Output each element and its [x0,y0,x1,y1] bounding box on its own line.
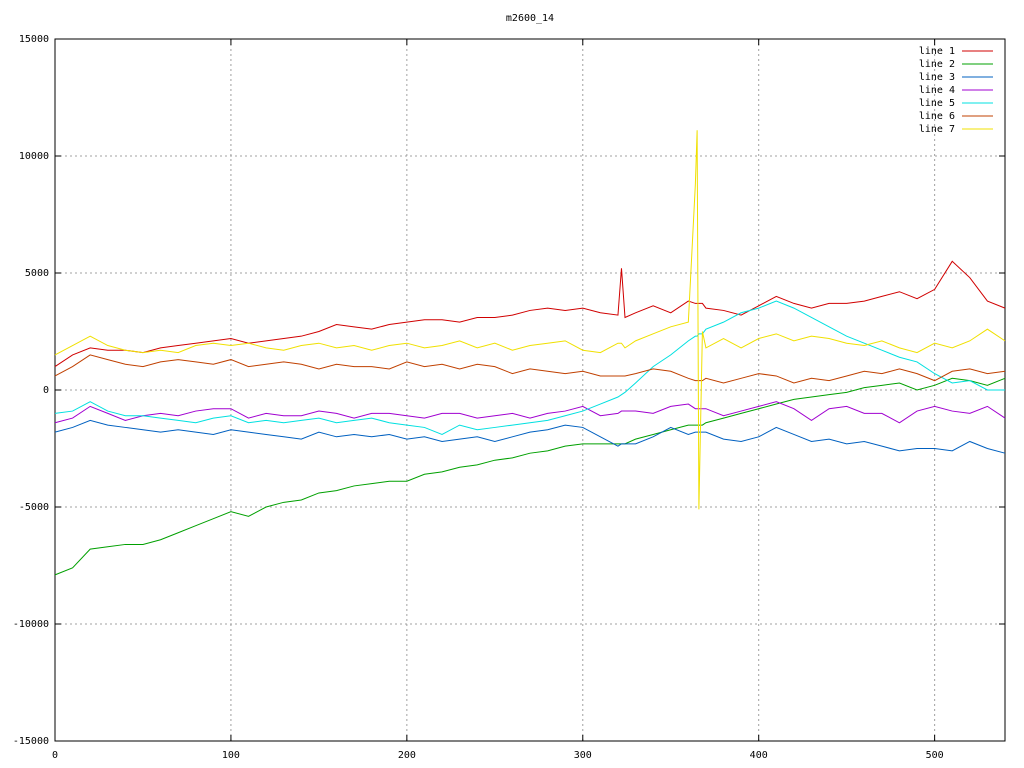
legend-label: line 6 [919,111,955,122]
legend-label: line 7 [919,124,955,135]
chart-title: m2600_14 [506,13,554,24]
y-tick-label: 5000 [25,268,49,279]
legend-label: line 3 [919,72,955,83]
y-tick-label: -5000 [19,502,49,513]
y-tick-label: 10000 [19,151,49,162]
data-line [54,300,1005,436]
x-tick-label: 0 [52,750,58,761]
y-tick-label: -15000 [13,736,49,747]
x-tick-label: 200 [398,750,416,761]
y-tick-label: -10000 [13,619,49,630]
data-line [54,260,1006,368]
x-tick-label: 100 [222,750,240,761]
legend-label: line 5 [919,98,955,109]
data-line [54,401,1006,424]
legend-label: line 2 [919,59,955,70]
legend-label: line 4 [919,85,955,96]
y-tick-label: 0 [43,385,49,396]
y-tick-label: 15000 [19,34,49,45]
x-tick-label: 300 [574,750,592,761]
data-line [54,130,1006,510]
data-line [54,377,1006,576]
x-tick-label: 400 [750,750,768,761]
data-line [54,354,1006,384]
x-tick-label: 500 [926,750,944,761]
legend-label: line 1 [919,46,955,57]
data-line [54,419,1006,454]
